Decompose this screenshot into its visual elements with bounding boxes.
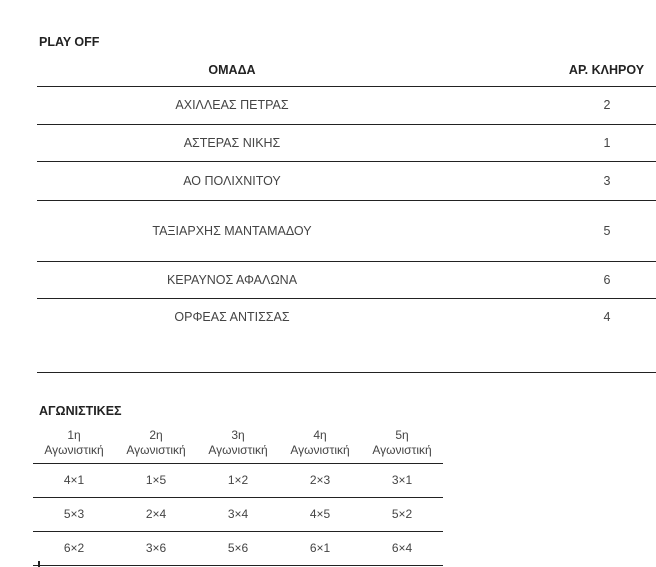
matchday-label: Αγωνιστική	[208, 443, 268, 457]
team-name: ΑΟ ΠΟΛΙΧΝΙΤΟΥ	[183, 174, 281, 188]
table-row: ΟΡΦΕΑΣ ΑΝΤΙΣΣΑΣ 4	[37, 299, 656, 373]
matchday-label: Αγωνιστική	[126, 443, 186, 457]
matchdays-table: 1η Αγωνιστική 2η Αγωνιστική 3η Αγωνιστικ…	[33, 424, 443, 566]
match-cell: 6×4	[391, 541, 413, 555]
matchday-label: Αγωνιστική	[44, 443, 104, 457]
table-row: ΤΑΞΙΑΡΧΗΣ ΜΑΝΤΑΜΑΔΟΥ 5	[37, 201, 656, 262]
matchday-header: 2η Αγωνιστική	[115, 424, 197, 463]
match-cell: 3×6	[145, 541, 167, 555]
team-name: ΤΑΞΙΑΡΧΗΣ ΜΑΝΤΑΜΑΔΟΥ	[152, 224, 312, 238]
table-row: ΑΧΙΛΛΕΑΣ ΠΕΤΡΑΣ 2	[37, 87, 656, 125]
match-cell: 2×3	[309, 473, 331, 487]
table-border-fragment	[38, 561, 40, 567]
table-row: 6×2 3×6 5×6 6×1 6×4	[33, 532, 443, 566]
playoff-title: PLAY OFF	[39, 35, 100, 49]
table-row: 5×3 2×4 3×4 4×5 5×2	[33, 498, 443, 532]
matchday-header: 4η Αγωνιστική	[279, 424, 361, 463]
matchdays-title: ΑΓΩΝΙΣΤΙΚΕΣ	[39, 404, 122, 418]
playoff-table: ΟΜΑΔΑ ΑΡ. ΚΛΗΡΟΥ ΑΧΙΛΛΕΑΣ ΠΕΤΡΑΣ 2 ΑΣΤΕΡ…	[37, 58, 656, 373]
table-row: ΑΣΤΕΡΑΣ ΝΙΚΗΣ 1	[37, 125, 656, 162]
draw-number: 5	[603, 224, 611, 238]
matchday-label: Αγωνιστική	[290, 443, 350, 457]
match-cell: 5×6	[227, 541, 249, 555]
matchday-header: 5η Αγωνιστική	[361, 424, 443, 463]
matchday-header: 1η Αγωνιστική	[33, 424, 115, 463]
matchday-number: 2η	[149, 428, 163, 442]
table-row: ΑΟ ΠΟΛΙΧΝΙΤΟΥ 3	[37, 162, 656, 201]
matchdays-header-row: 1η Αγωνιστική 2η Αγωνιστική 3η Αγωνιστικ…	[33, 424, 443, 464]
match-cell: 3×1	[391, 473, 413, 487]
match-cell: 4×1	[63, 473, 85, 487]
match-cell: 1×2	[227, 473, 249, 487]
matchday-number: 1η	[67, 428, 81, 442]
match-cell: 6×1	[309, 541, 331, 555]
draw-number: 6	[603, 273, 611, 287]
table-row: 4×1 1×5 1×2 2×3 3×1	[33, 464, 443, 498]
team-name: ΑΣΤΕΡΑΣ ΝΙΚΗΣ	[183, 136, 281, 150]
match-cell: 2×4	[145, 507, 167, 521]
draw-column-header: ΑΡ. ΚΛΗΡΟΥ	[568, 63, 645, 77]
table-row: ΚΕΡΑΥΝΟΣ ΑΦΑΛΩΝΑ 6	[37, 262, 656, 299]
draw-number: 2	[603, 98, 611, 112]
match-cell: 3×4	[227, 507, 249, 521]
match-cell: 5×2	[391, 507, 413, 521]
draw-number: 3	[603, 174, 611, 188]
playoff-header-row: ΟΜΑΔΑ ΑΡ. ΚΛΗΡΟΥ	[37, 58, 656, 87]
matchday-number: 4η	[313, 428, 327, 442]
matchday-number: 5η	[395, 428, 409, 442]
match-cell: 5×3	[63, 507, 85, 521]
draw-number: 1	[603, 136, 611, 150]
matchday-number: 3η	[231, 428, 245, 442]
team-name: ΚΕΡΑΥΝΟΣ ΑΦΑΛΩΝΑ	[166, 273, 298, 287]
matchday-label: Αγωνιστική	[372, 443, 432, 457]
team-name: ΟΡΦΕΑΣ ΑΝΤΙΣΣΑΣ	[174, 310, 290, 324]
match-cell: 4×5	[309, 507, 331, 521]
draw-number: 4	[603, 310, 611, 324]
match-cell: 1×5	[145, 473, 167, 487]
team-column-header: ΟΜΑΔΑ	[208, 63, 256, 77]
matchday-header: 3η Αγωνιστική	[197, 424, 279, 463]
match-cell: 6×2	[63, 541, 85, 555]
team-name: ΑΧΙΛΛΕΑΣ ΠΕΤΡΑΣ	[175, 98, 289, 112]
